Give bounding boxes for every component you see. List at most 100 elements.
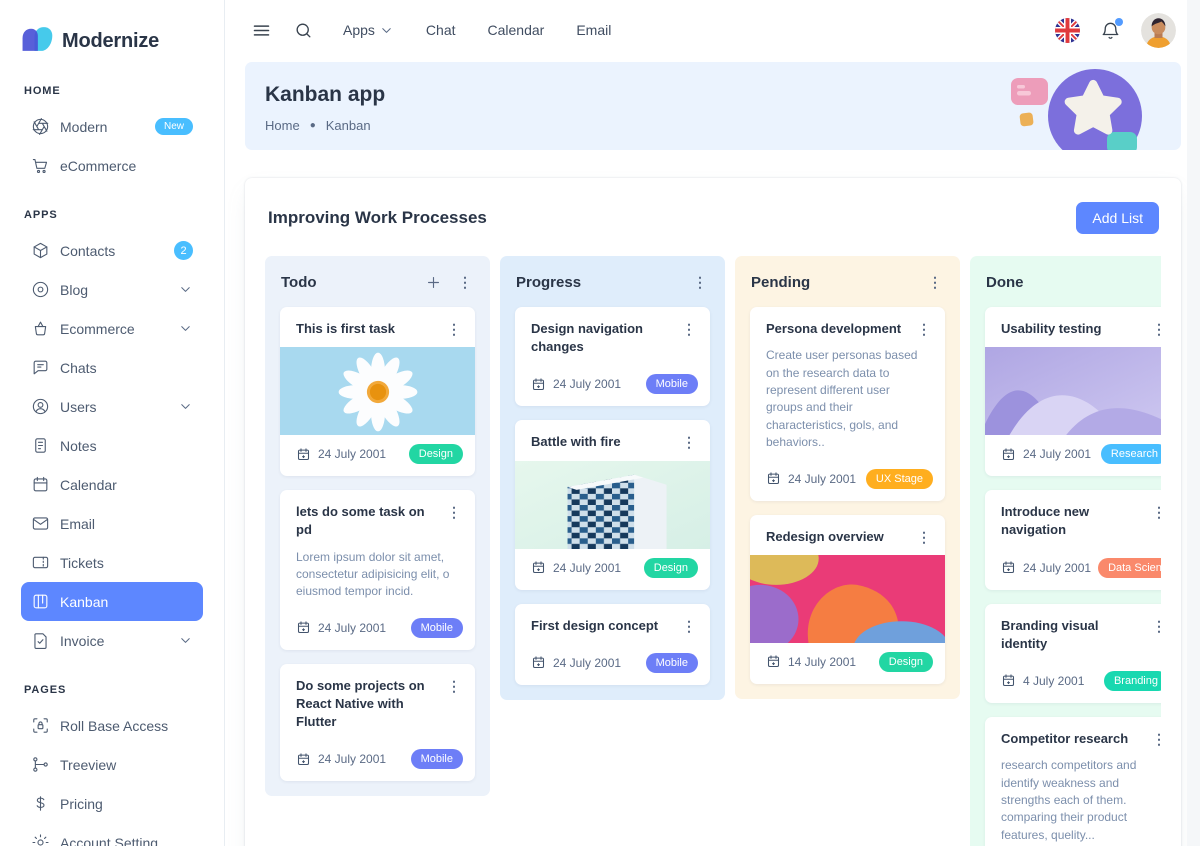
card-menu-icon[interactable]: ⋮ bbox=[917, 321, 931, 337]
sidebar-item-notes[interactable]: Notes bbox=[21, 426, 203, 465]
kanban-card[interactable]: Redesign overview ⋮ 14 July 2001 Design bbox=[750, 514, 945, 684]
chevron-down-icon bbox=[379, 23, 394, 38]
kanban-card[interactable]: Branding visual identity ⋮ 4 July 2001 Bran… bbox=[985, 603, 1161, 703]
kanban-card[interactable]: This is first task ⋮ 24 July 2001 Design bbox=[280, 307, 475, 477]
sidebar-item-treeview[interactable]: Treeview bbox=[21, 745, 203, 784]
card-footer: 24 July 2001 Design bbox=[515, 549, 710, 590]
calendar-icon bbox=[1001, 560, 1016, 575]
card-date: 24 July 2001 bbox=[318, 620, 387, 635]
card-date: 24 July 2001 bbox=[318, 447, 387, 462]
board-columns: Todo ⋮ This is first task ⋮ 24 July 2001 Desi… bbox=[265, 256, 1161, 846]
add-list-button[interactable]: Add List bbox=[1076, 202, 1159, 234]
kanban-card[interactable]: Competitor research ⋮ research competitors… bbox=[985, 716, 1161, 846]
kanban-card[interactable]: First design concept ⋮ 24 July 2001 Mobile bbox=[515, 603, 710, 685]
daisy-image bbox=[280, 347, 475, 436]
avatar[interactable] bbox=[1141, 12, 1176, 48]
sidebar-item-kanban[interactable]: Kanban bbox=[21, 582, 203, 621]
column-menu-icon[interactable]: ⋮ bbox=[458, 274, 472, 290]
card-menu-icon[interactable]: ⋮ bbox=[1152, 321, 1161, 337]
column-menu-icon[interactable]: ⋮ bbox=[928, 274, 942, 290]
bell-icon[interactable] bbox=[1100, 17, 1123, 41]
board-title: Improving Work Processes bbox=[268, 208, 487, 227]
nav-item-calendar[interactable]: Calendar bbox=[488, 22, 545, 38]
sidebar-item-label: Contacts bbox=[60, 242, 116, 259]
kanban-card[interactable]: Design navigation changes ⋮ 24 July 2001 Mo… bbox=[515, 307, 710, 407]
sidebar-item-modern[interactable]: Modern New bbox=[21, 107, 203, 146]
calendar-icon bbox=[1001, 447, 1016, 462]
card-menu-icon[interactable]: ⋮ bbox=[682, 321, 696, 337]
sidebar-item-calendar[interactable]: Calendar bbox=[21, 465, 203, 504]
calendar-icon bbox=[296, 620, 311, 635]
sidebar-item-pricing[interactable]: Pricing bbox=[21, 784, 203, 823]
sidebar-item-label: Kanban bbox=[60, 593, 109, 610]
card-menu-icon[interactable]: ⋮ bbox=[1152, 617, 1161, 634]
sidebar-item-ecommerce[interactable]: Ecommerce bbox=[21, 309, 203, 348]
sidebar-section-label: HOME bbox=[24, 85, 61, 97]
kanban-card[interactable]: lets do some task on pd ⋮ Lorem ipsum dolo… bbox=[280, 490, 475, 650]
sidebar-item-users[interactable]: Users bbox=[21, 387, 203, 426]
card-title: Introduce new navigation bbox=[1001, 504, 1090, 538]
card-footer: 4 July 2001 Branding bbox=[985, 662, 1161, 703]
basket-icon bbox=[31, 319, 50, 338]
scrollbar[interactable] bbox=[1187, 0, 1200, 846]
nav-item-chat[interactable]: Chat bbox=[426, 22, 456, 38]
sidebar-item-invoice[interactable]: Invoice bbox=[21, 621, 203, 660]
card-menu-icon[interactable]: ⋮ bbox=[447, 321, 461, 337]
column-pending: Pending ⋮ Persona development ⋮ Create user … bbox=[735, 256, 960, 699]
mail-icon bbox=[31, 514, 50, 533]
nav-item-label: Calendar bbox=[487, 22, 545, 38]
sidebar-item-chats[interactable]: Chats bbox=[21, 348, 203, 387]
calendar-icon bbox=[531, 377, 546, 392]
user-circle-icon bbox=[31, 397, 50, 416]
kanban-card[interactable]: Usability testing ⋮ 24 July 2001 Research bbox=[985, 307, 1161, 477]
sidebar-item-ecommerce[interactable]: eCommerce bbox=[21, 146, 203, 185]
nav-item-apps[interactable]: Apps bbox=[343, 22, 394, 38]
sidebar-item-blog[interactable]: Blog bbox=[21, 270, 203, 309]
sidebar-item-label: Email bbox=[60, 515, 96, 532]
sidebar-item-roll-base-access[interactable]: Roll Base Access bbox=[21, 706, 203, 745]
card-title: Design navigation changes bbox=[531, 321, 643, 355]
sidebar-item-label: Blog bbox=[60, 281, 89, 298]
add-card-icon[interactable] bbox=[425, 274, 442, 291]
nav-item-email[interactable]: Email bbox=[576, 22, 611, 38]
card-footer: 24 July 2001 Mobile bbox=[280, 609, 475, 650]
card-footer: 24 July 2001 Mobile bbox=[515, 644, 710, 685]
sidebar-item-label: Chats bbox=[60, 359, 97, 376]
card-date: 24 July 2001 bbox=[1023, 560, 1092, 575]
card-menu-icon[interactable]: ⋮ bbox=[1152, 504, 1161, 521]
search-icon[interactable] bbox=[294, 21, 313, 40]
sidebar-item-account-setting[interactable]: Account Setting bbox=[21, 823, 203, 846]
card-header: This is first task ⋮ bbox=[280, 307, 475, 347]
card-menu-icon[interactable]: ⋮ bbox=[682, 617, 696, 634]
kanban-card[interactable]: Battle with fire ⋮ 24 July 2001 Design bbox=[515, 420, 710, 590]
dollar-icon bbox=[31, 794, 50, 813]
card-menu-icon[interactable]: ⋮ bbox=[447, 504, 461, 521]
sidebar-item-label: Users bbox=[60, 398, 97, 415]
card-menu-icon[interactable]: ⋮ bbox=[447, 677, 461, 694]
gear-icon bbox=[31, 833, 50, 846]
sidebar-item-tickets[interactable]: Tickets bbox=[21, 543, 203, 582]
sidebar-section-label: PAGES bbox=[24, 684, 67, 696]
ticket-icon bbox=[31, 553, 50, 572]
card-tag-badge: Mobile bbox=[410, 749, 463, 770]
card-title: Battle with fire bbox=[531, 434, 621, 450]
card-menu-icon[interactable]: ⋮ bbox=[682, 434, 696, 451]
card-footer: 24 July 2001 Data Science bbox=[985, 549, 1161, 590]
card-tag-badge: Mobile bbox=[410, 617, 463, 638]
logo[interactable]: Modernize bbox=[0, 15, 224, 61]
card-tag-badge: Mobile bbox=[645, 374, 698, 395]
sidebar-item-contacts[interactable]: Contacts 2 bbox=[21, 231, 203, 270]
column-menu-icon[interactable]: ⋮ bbox=[693, 274, 707, 290]
uk-flag-icon[interactable] bbox=[1055, 17, 1080, 43]
kanban-card[interactable]: Introduce new navigation ⋮ 24 July 2001 Dat… bbox=[985, 490, 1161, 590]
card-menu-icon[interactable]: ⋮ bbox=[917, 528, 931, 545]
sidebar-item-email[interactable]: Email bbox=[21, 504, 203, 543]
sidebar-item-label: Roll Base Access bbox=[60, 717, 169, 734]
menu-toggle-icon[interactable] bbox=[251, 20, 272, 41]
card-header: Usability testing ⋮ bbox=[985, 307, 1161, 347]
kanban-card[interactable]: Persona development ⋮ Create user personas… bbox=[750, 307, 945, 501]
kanban-card[interactable]: Do some projects on React Native with Fl… bbox=[280, 663, 475, 782]
breadcrumb-home[interactable]: Home bbox=[265, 118, 300, 133]
blog-icon bbox=[31, 280, 50, 299]
card-menu-icon[interactable]: ⋮ bbox=[1152, 730, 1161, 747]
